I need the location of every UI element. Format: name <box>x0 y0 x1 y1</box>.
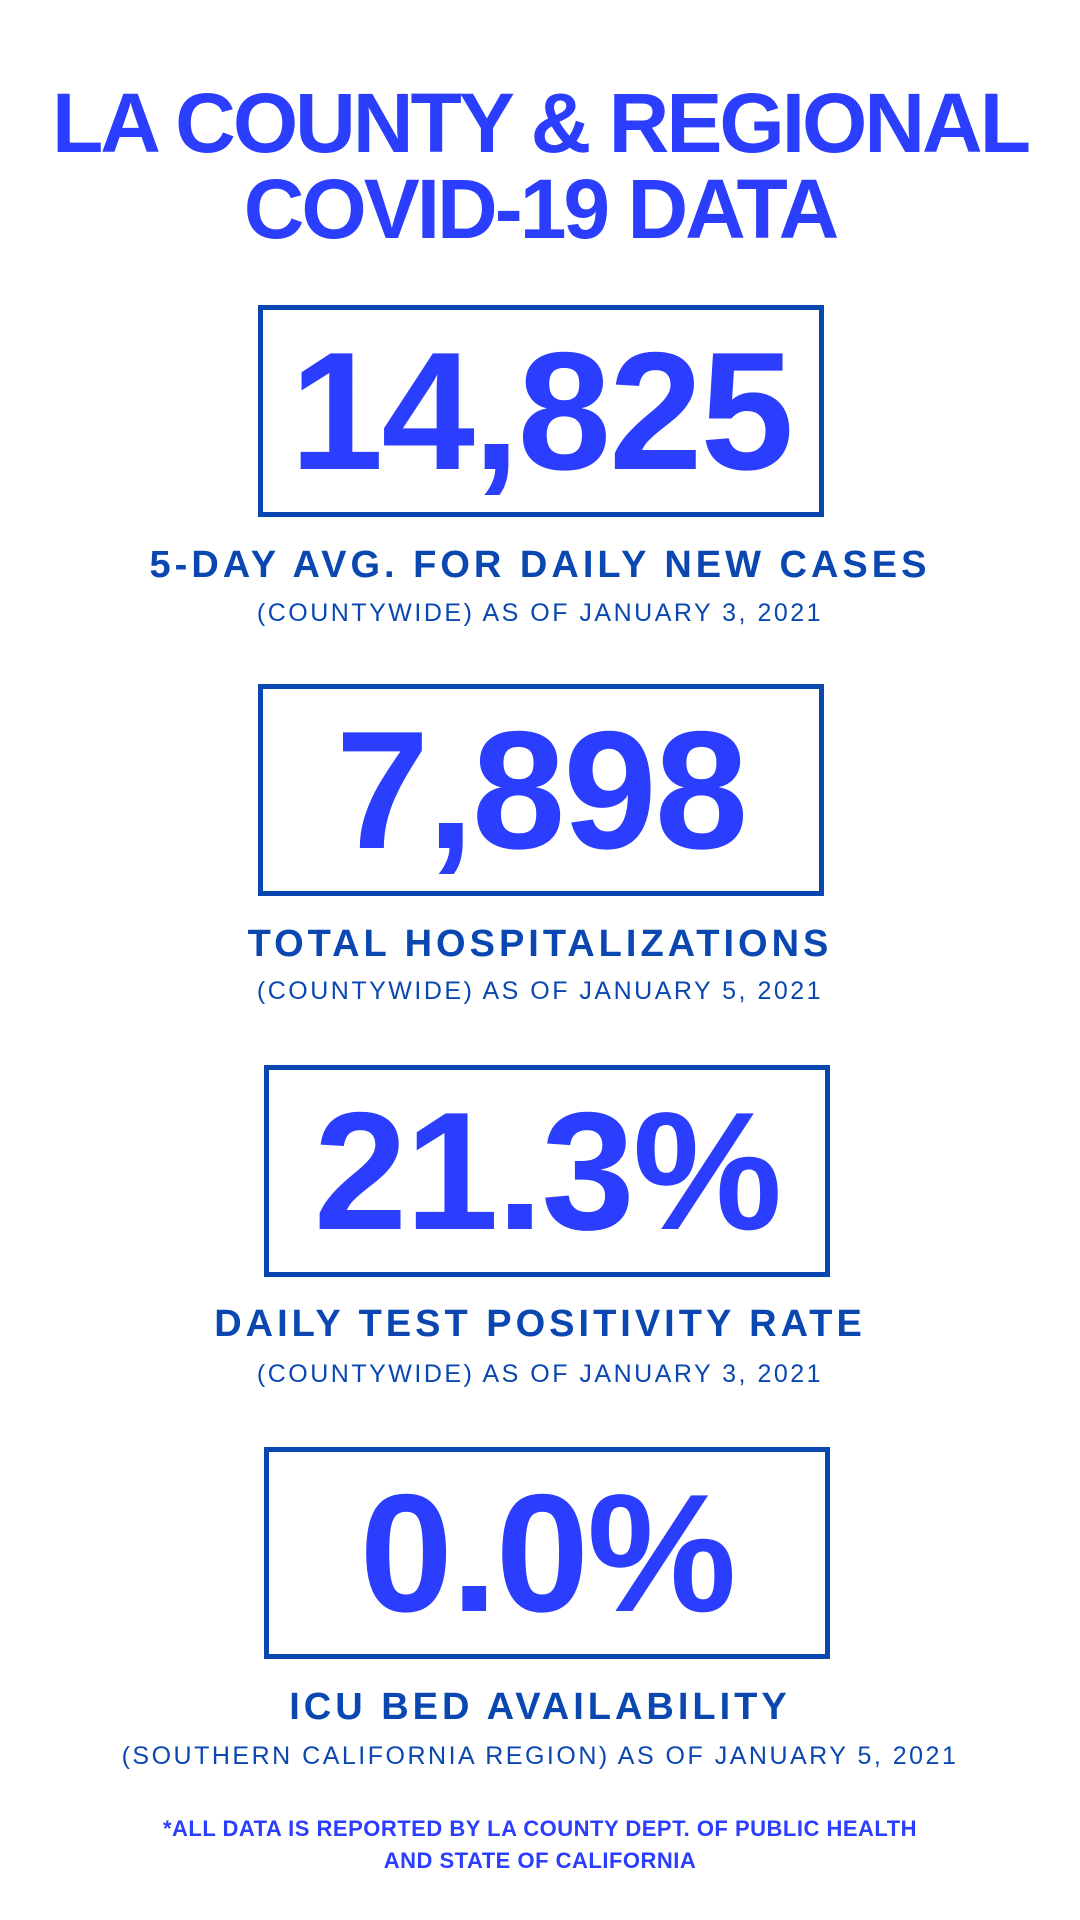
stat-value: 7,898 <box>335 696 748 884</box>
stat-box-new-cases: 14,825 <box>258 305 824 517</box>
stat-box-hospitalizations: 7,898 <box>258 684 824 896</box>
stat-sub: (COUNTYWIDE) AS OF JANUARY 3, 2021 <box>256 599 824 627</box>
stat-value: 0.0% <box>359 1459 737 1647</box>
footer-note-line-1: *ALL DATA IS REPORTED BY LA COUNTY DEPT.… <box>162 1816 918 1841</box>
stat-value: 21.3% <box>313 1077 782 1265</box>
stat-label: ICU BED AVAILABILITY <box>289 1686 791 1728</box>
stat-label: DAILY TEST POSITIVITY RATE <box>214 1303 866 1345</box>
footer-note-line-2: AND STATE OF CALIFORNIA <box>383 1848 697 1873</box>
stat-label: TOTAL HOSPITALIZATIONS <box>247 923 833 965</box>
stat-box-icu: 0.0% <box>264 1447 830 1659</box>
stat-label: 5-DAY AVG. FOR DAILY NEW CASES <box>149 544 931 586</box>
stat-value: 14,825 <box>290 317 794 505</box>
title-line-1: LA COUNTY & REGIONAL <box>51 76 1031 170</box>
stat-box-positivity: 21.3% <box>264 1065 830 1277</box>
title-line-2: COVID-19 DATA <box>243 162 840 256</box>
stat-sub: (COUNTYWIDE) AS OF JANUARY 5, 2021 <box>256 977 824 1005</box>
stat-sub: (COUNTYWIDE) AS OF JANUARY 3, 2021 <box>256 1360 824 1388</box>
stat-sub: (SOUTHERN CALIFORNIA REGION) AS OF JANUA… <box>121 1742 959 1770</box>
